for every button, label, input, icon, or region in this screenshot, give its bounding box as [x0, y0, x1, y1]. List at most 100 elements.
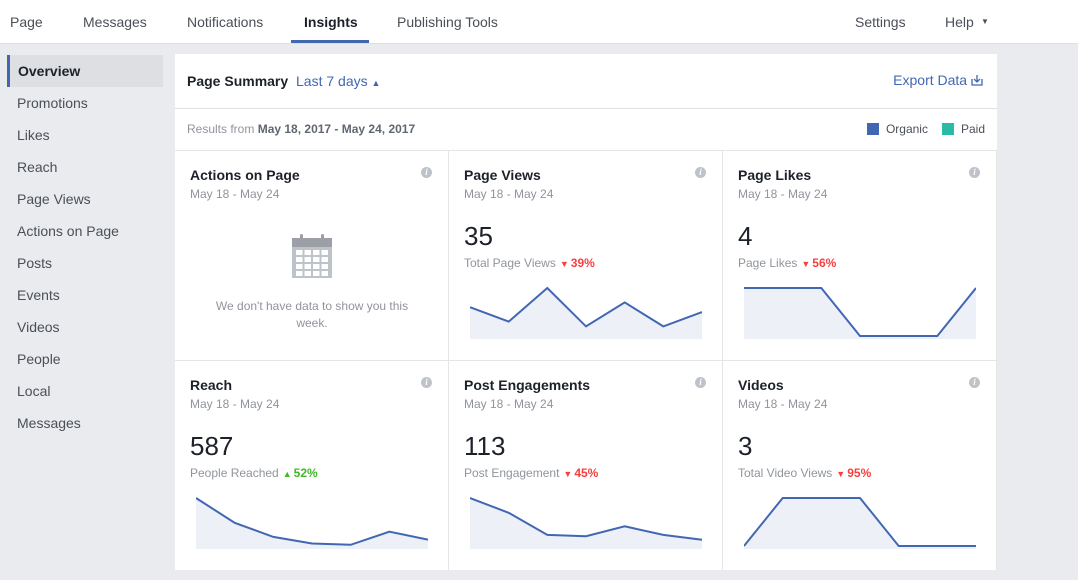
metric-label-text: People Reached: [190, 466, 279, 480]
change-arrow: ▲: [282, 469, 292, 479]
info-icon[interactable]: i: [969, 167, 980, 178]
nav-tab[interactable]: Notifications: [187, 14, 264, 30]
sidebar-item[interactable]: People: [17, 351, 61, 367]
sparkline-line: [744, 287, 976, 337]
tab-underline: [291, 40, 369, 43]
card-dates: May 18 - May 24: [738, 397, 828, 411]
change-value: 52%: [293, 466, 318, 480]
change-arrow: ▼: [801, 259, 811, 269]
nav-tab[interactable]: Publishing Tools: [397, 14, 498, 30]
change-value: 39%: [570, 256, 595, 270]
metric-label-text: Page Likes: [738, 256, 798, 270]
card-title: Page Likes: [738, 167, 812, 183]
sidebar-item[interactable]: Events: [17, 287, 60, 303]
export-label[interactable]: Export Data: [893, 72, 968, 88]
summary-panel: Page Summary Last 7 days ▲︎ Export Data …: [175, 54, 997, 570]
metric-value: 4: [738, 221, 753, 251]
metric-change: ▲ 52%: [283, 466, 318, 480]
nav-link[interactable]: Settings: [855, 14, 906, 30]
card-dates: May 18 - May 24: [464, 187, 554, 201]
legend-label: Organic: [885, 122, 928, 136]
sidebar-item[interactable]: Videos: [17, 319, 60, 335]
legend-item: Organic: [866, 122, 928, 136]
legend-swatch: [941, 123, 954, 135]
sidebar-item[interactable]: Actions on Page: [17, 223, 119, 239]
metric-change: ▼ 45%: [563, 466, 598, 480]
metric-value: 3: [738, 431, 753, 461]
info-icon[interactable]: i: [421, 377, 432, 388]
metric-card: Page Views May 18 - May 24 i 35 Total Page V…: [449, 150, 723, 360]
change-value: 95%: [847, 466, 872, 480]
sparkline-area: [196, 498, 428, 549]
sparkline-line: [470, 497, 702, 541]
sparkline-area: [470, 288, 702, 339]
period[interactable]: Last 7 days: [296, 73, 368, 89]
sparkline-area: [744, 498, 976, 549]
metric-label: Post Engagement ▼ 45%: [464, 466, 598, 480]
info-icon[interactable]: i: [421, 167, 432, 178]
sidebar-item[interactable]: Overview: [7, 55, 163, 87]
sidebar-item[interactable]: Promotions: [17, 95, 88, 111]
divider: [175, 108, 997, 109]
metric-label: Total Page Views ▼ 39%: [464, 256, 595, 270]
nav-tab[interactable]: Messages: [83, 14, 147, 30]
metric-card: Videos May 18 - May 24 i 3 Total Video Views…: [723, 360, 997, 570]
export-button[interactable]: Export Data: [893, 72, 983, 88]
panel-title: Page Summary: [187, 73, 289, 89]
sparkline: [744, 497, 976, 549]
info-icon[interactable]: i: [969, 377, 980, 388]
sparkline-area: [470, 498, 702, 549]
card-title: Videos: [738, 377, 784, 393]
legend-item: Paid: [941, 122, 985, 136]
sparkline: [470, 286, 702, 339]
metric-label-text: Total Video Views: [738, 466, 833, 480]
results: Results from May 18, 2017 - May 24, 2017: [187, 122, 415, 136]
sparkline-line: [744, 497, 976, 547]
sparkline-line: [196, 497, 428, 546]
metric-card: Post Engagements May 18 - May 24 i 113 Post …: [449, 360, 723, 570]
metric-label: Page Likes ▼ 56%: [738, 256, 836, 270]
calendar-icon: [292, 234, 332, 278]
card-dates: May 18 - May 24: [190, 397, 280, 411]
metric-value: 35: [464, 221, 493, 251]
legend: Organic Paid: [866, 122, 985, 136]
metric-change: ▼ 95%: [836, 466, 871, 480]
card-dates: May 18 - May 24: [464, 397, 554, 411]
sparkline-line: [470, 286, 702, 328]
info-icon[interactable]: i: [695, 167, 706, 178]
card-title: Actions on Page: [190, 167, 300, 183]
metric-label: Total Video Views ▼ 95%: [738, 466, 871, 480]
metric-label: People Reached ▲ 52%: [190, 466, 318, 480]
sidebar-item[interactable]: Messages: [17, 415, 81, 431]
change-value: 56%: [812, 256, 837, 270]
metric-value: 587: [190, 431, 234, 461]
sidebar-item[interactable]: Reach: [17, 159, 58, 175]
sidebar-item[interactable]: Posts: [17, 255, 53, 271]
card-title: Reach: [190, 377, 233, 393]
sparkline: [196, 497, 428, 549]
period-select[interactable]: Last 7 days ▲︎: [296, 73, 381, 89]
change-arrow: ▼: [563, 469, 573, 479]
card-dates: May 18 - May 24: [738, 187, 828, 201]
top-nav: Page Messages Notifications Insights Publish…: [0, 0, 1078, 44]
results-prefix: Results from: [187, 122, 255, 136]
change-arrow: ▼: [559, 259, 569, 269]
nav-tab[interactable]: Page: [10, 14, 43, 30]
legend-label: Paid: [960, 122, 985, 136]
empty-message: We don't have data to show you this week…: [215, 299, 409, 330]
nav-tab[interactable]: Insights: [304, 14, 358, 30]
metric-label-text: Post Engagement: [464, 466, 560, 480]
nav-link[interactable]: Help: [945, 14, 974, 30]
export-icon: [971, 75, 983, 86]
sidebar-item[interactable]: Likes: [17, 127, 50, 143]
dropdown-caret: ▼: [981, 17, 989, 26]
change-arrow: ▼: [836, 469, 846, 479]
info-icon[interactable]: i: [695, 377, 706, 388]
sidebar-item[interactable]: Local: [17, 383, 51, 399]
sidebar-item[interactable]: Page Views: [17, 191, 91, 207]
change-value: 45%: [574, 466, 599, 480]
legend-swatch: [866, 123, 879, 135]
metric-label-text: Total Page Views: [464, 256, 556, 270]
sparkline-area: [744, 288, 976, 339]
